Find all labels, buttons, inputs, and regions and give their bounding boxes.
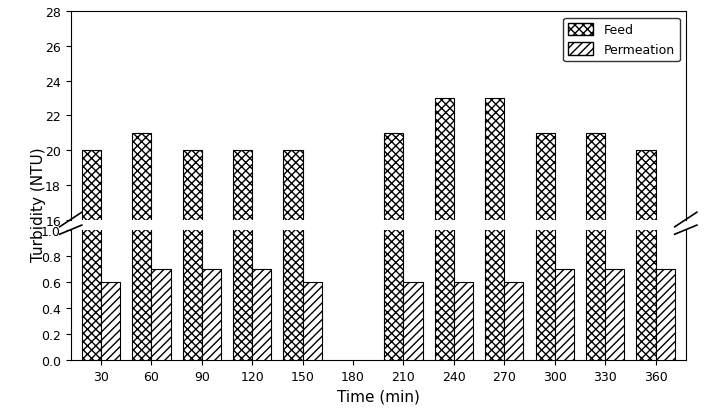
Bar — [151, 269, 170, 360]
Bar — [132, 133, 151, 409]
Bar — [586, 133, 605, 409]
Bar — [605, 269, 624, 360]
Bar — [252, 269, 271, 360]
Legend: Feed, Permeation: Feed, Permeation — [563, 18, 679, 62]
Bar — [233, 151, 252, 409]
Bar — [404, 282, 423, 360]
Bar — [182, 151, 201, 409]
Bar — [504, 282, 523, 360]
Bar — [535, 133, 555, 409]
Bar — [454, 282, 473, 360]
Bar — [101, 282, 120, 360]
Bar — [201, 269, 221, 360]
Bar — [586, 0, 605, 360]
Bar — [636, 0, 655, 360]
Bar — [182, 0, 201, 360]
Bar — [435, 0, 454, 360]
Bar — [435, 99, 454, 409]
Bar — [233, 0, 252, 360]
Bar — [655, 269, 674, 360]
Bar — [485, 99, 504, 409]
Bar — [636, 151, 655, 409]
Bar — [284, 0, 303, 360]
Bar — [485, 0, 504, 360]
Text: Turbidity (NTU): Turbidity (NTU) — [31, 147, 47, 262]
Bar — [385, 133, 404, 409]
Bar — [303, 282, 322, 360]
X-axis label: Time (min): Time (min) — [337, 388, 420, 403]
Bar — [82, 0, 101, 360]
Bar — [535, 0, 555, 360]
Bar — [385, 0, 404, 360]
Bar — [82, 151, 101, 409]
Bar — [555, 269, 574, 360]
Bar — [284, 151, 303, 409]
Bar — [132, 0, 151, 360]
